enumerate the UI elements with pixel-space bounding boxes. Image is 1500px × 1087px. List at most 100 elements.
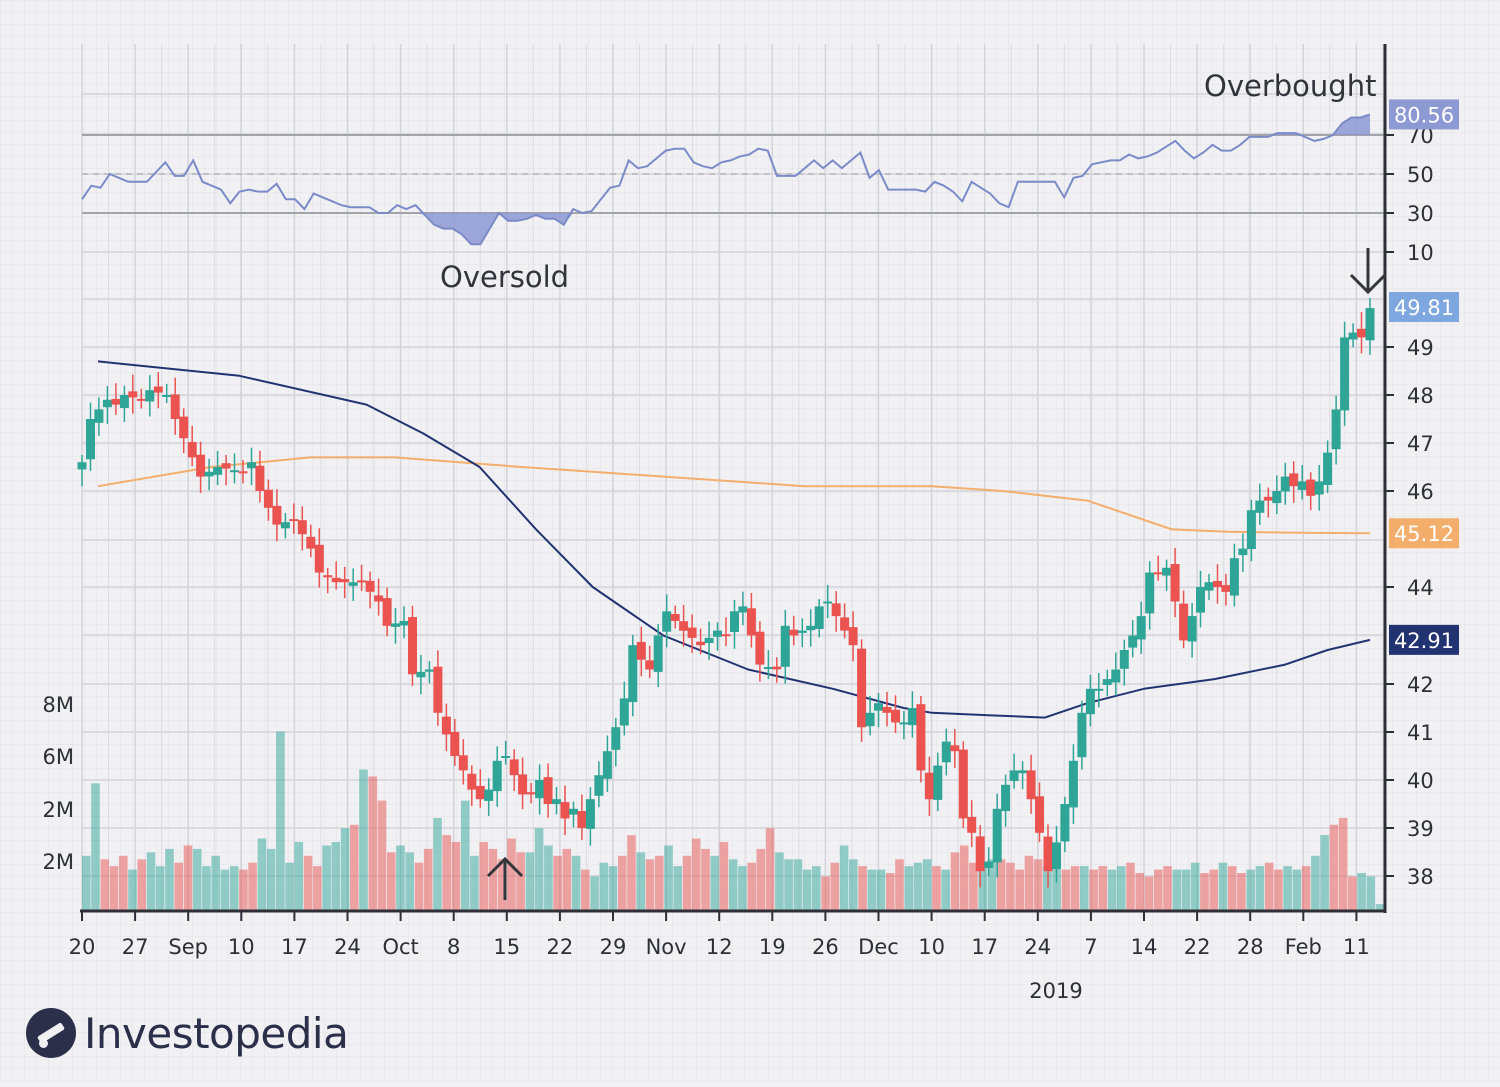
candle	[1221, 585, 1231, 592]
candle	[450, 732, 460, 756]
rsi-tick-label: 10	[1407, 241, 1434, 265]
arrow-up-icon	[486, 856, 524, 900]
volume-bar	[664, 845, 673, 911]
candle	[738, 606, 748, 613]
volume-bar	[1061, 869, 1071, 911]
x-tick-label: Nov	[646, 935, 687, 959]
volume-bar	[285, 862, 294, 911]
price-tick-label: 41	[1407, 721, 1434, 745]
candle	[348, 582, 358, 586]
candle	[170, 394, 180, 419]
volume-bar	[562, 848, 572, 911]
candle	[77, 462, 87, 470]
candle	[1365, 308, 1375, 341]
candle	[509, 759, 519, 776]
candle	[391, 623, 400, 627]
x-tick-label: 8	[447, 935, 460, 959]
volume-bar	[701, 848, 710, 911]
candle	[458, 755, 468, 771]
candle	[1280, 476, 1290, 492]
candle	[1179, 603, 1189, 641]
volume-bar	[137, 859, 146, 912]
volume-bar	[82, 855, 91, 911]
candle	[501, 756, 511, 758]
candle	[602, 751, 612, 779]
volume-bar	[507, 838, 516, 911]
volume-bar	[1015, 869, 1024, 911]
x-tick-label: 20	[69, 935, 96, 959]
volume-bar	[1190, 862, 1200, 911]
candle	[721, 634, 731, 637]
volume-bar	[1301, 866, 1311, 911]
candle	[806, 625, 816, 631]
volume-bar	[1033, 859, 1043, 912]
volume-bar	[276, 731, 285, 911]
candle	[179, 416, 189, 439]
x-tick-label: 12	[706, 935, 733, 959]
candle	[136, 398, 146, 401]
volume-bar	[192, 848, 202, 911]
volume-bar	[405, 852, 414, 911]
rsi-zone-fill	[415, 213, 499, 245]
candle	[1094, 688, 1104, 691]
candle	[1111, 669, 1121, 683]
volume-bar	[313, 866, 322, 911]
volume-bar	[544, 845, 553, 911]
volume-bar	[1264, 862, 1274, 911]
candle	[1255, 500, 1265, 513]
candle	[535, 780, 545, 799]
candle	[297, 520, 307, 535]
volume-bar	[202, 866, 211, 911]
volume-bar	[387, 852, 396, 911]
volume-bar	[1338, 817, 1348, 912]
volume-bar	[497, 859, 507, 912]
candle	[1068, 760, 1078, 808]
volume-bar	[886, 873, 895, 911]
volume-bar	[470, 855, 479, 911]
candle	[475, 785, 485, 800]
volume-tick-label: 6M	[43, 745, 74, 769]
oversold-label: Oversold	[440, 260, 569, 294]
candle	[416, 671, 426, 678]
ma-long-line	[97, 456, 1371, 535]
volume-bar	[858, 866, 867, 911]
price-badge	[1389, 292, 1459, 322]
volume-bar	[821, 876, 830, 911]
price-tick-label: 46	[1407, 480, 1434, 504]
candle	[653, 635, 663, 672]
volume-bar	[1154, 869, 1163, 911]
candle	[679, 621, 689, 631]
candle	[1348, 332, 1358, 340]
arrow-down-icon	[1349, 248, 1387, 295]
candle	[924, 772, 934, 800]
volume-bar	[451, 842, 461, 911]
candle	[230, 470, 239, 473]
candle	[848, 627, 858, 646]
volume-bar	[747, 862, 756, 911]
x-tick-label: Feb	[1285, 935, 1322, 959]
volume-bar	[442, 835, 451, 911]
volume-bar	[1144, 876, 1154, 911]
candle	[272, 505, 282, 525]
candle	[213, 467, 223, 475]
candle	[1001, 784, 1011, 812]
candle	[891, 709, 900, 723]
volume-bar	[932, 866, 941, 911]
candle	[247, 462, 256, 469]
candle	[1145, 572, 1155, 614]
candle	[950, 745, 960, 752]
candle	[162, 395, 172, 397]
candle	[552, 799, 561, 804]
volume-bar	[1283, 866, 1292, 911]
candle	[1272, 491, 1282, 504]
candle	[899, 722, 909, 725]
candle	[1009, 770, 1019, 781]
x-tick-label: 15	[493, 935, 520, 959]
candle	[560, 802, 570, 819]
candle	[907, 708, 917, 726]
candle	[111, 398, 121, 405]
candle	[153, 386, 163, 393]
candle	[306, 536, 316, 549]
volume-bar	[359, 769, 368, 911]
x-tick-label: 10	[228, 935, 255, 959]
